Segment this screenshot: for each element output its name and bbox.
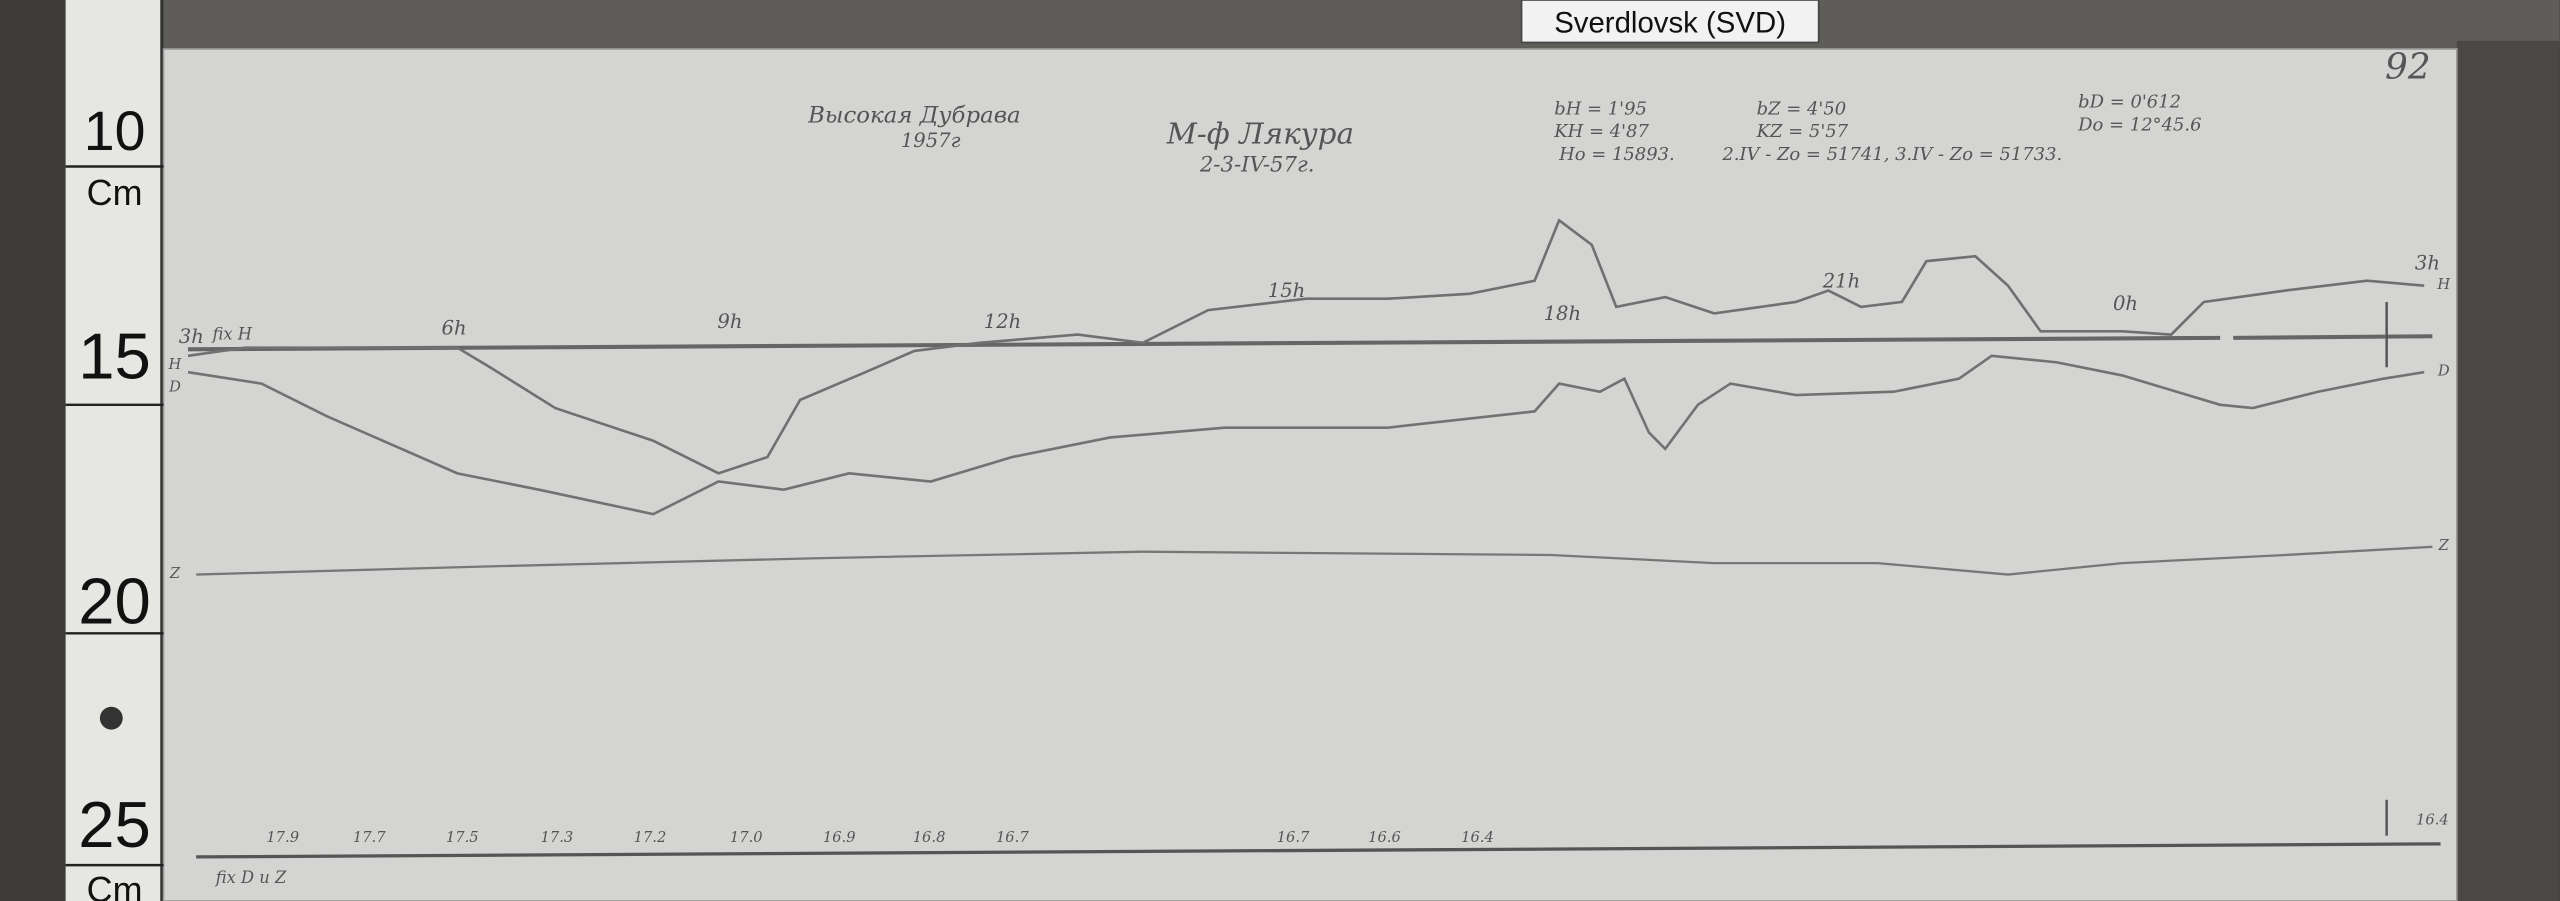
paper-border [162,48,2458,901]
bottom-scale-label: 17.7 [353,829,386,846]
baseline [188,335,2221,352]
date: 2-3-IV-57г. [1199,152,1315,177]
bottom-scale-label: 17.0 [730,829,763,846]
h-trace [187,218,2425,475]
station-label-box [1520,0,1820,44]
constant: bD = 0'612 [2078,92,2181,113]
hour-mark: 3h [2415,251,2440,274]
bottom-scale-label: 17.2 [634,829,667,846]
hour-mark: 21h [1822,269,1861,292]
constant: KZ = 5'57 [1756,121,1849,142]
constant: KH = 4'87 [1553,121,1649,142]
ruler-mark: Cm [87,870,143,901]
bottom-scale-label: 16.4 [1461,829,1494,846]
bottom-scale-label: 16.4 [2416,811,2449,828]
bottom-scale-label: 17.3 [541,829,574,846]
bottom-scale-label: 16.7 [1277,829,1310,846]
bottom-scale-label: 16.8 [913,829,946,846]
constant: bZ = 4'50 [1757,98,1847,119]
hour-mark: 12h [984,310,1022,333]
trace-label: D [2437,362,2450,379]
paper [163,48,2457,901]
bottom-scale-label: 17.5 [446,829,479,846]
bottom-label: fix D и Z [214,868,287,887]
trace-label: Z [2438,537,2450,554]
bottom-baseline [196,842,2441,859]
ruler-mark: 25 [78,788,151,861]
year: 1957г [901,129,961,152]
right-edge [2456,40,2560,901]
hour-mark: 6h [442,317,467,340]
constant: bH = 1'95 [1554,98,1647,119]
ruler-mark: 15 [78,320,151,393]
hour-mark: 9h [717,310,742,333]
constant: Do = 12°45.6 [2077,115,2201,136]
ruler-mark: 20 [78,565,151,638]
hour-mark: 15h [1268,279,1306,302]
bottom-scale-label: 16.7 [996,829,1029,846]
page-number: 92 [2385,46,2431,87]
trace-label: Z [169,565,181,582]
trace-label: H [168,356,183,373]
trace-label: D [168,379,181,396]
ruler-mark: Cm [87,173,143,213]
baseline-label: fix H [211,325,253,344]
baseline [2233,334,2433,340]
location: Высокая Дубрава [807,102,1021,128]
constant: 2.IV - Zo = 51741, 3.IV - Zo = 51733. [1721,144,2062,165]
top-strip [163,0,2560,49]
hour-mark: 18h [1544,302,1582,325]
ruler-strip [65,0,164,901]
hour-mark: 3h [179,325,204,348]
observer: М-ф Лякура [1166,117,1354,151]
ruler-mark: 10 [84,100,146,162]
z-trace [196,545,2433,576]
d-trace [187,354,2425,516]
station-label: Sverdlovsk (SVD) [1554,7,1786,40]
ruler-hole [99,706,123,730]
bottom-scale-label: 16.6 [1368,829,1401,846]
constant: Ho = 15893. [1558,144,1675,165]
trace-label: H [2436,276,2451,293]
hour-mark: 0h [2113,292,2138,315]
bottom-scale-label: 17.9 [266,829,299,846]
bottom-scale-label: 16.9 [823,829,856,846]
